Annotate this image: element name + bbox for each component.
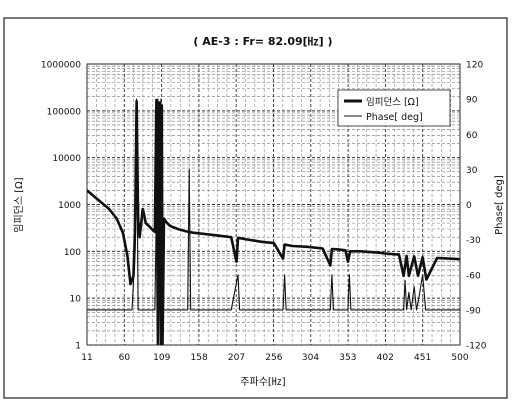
series-layer: [87, 98, 460, 345]
x-tick-label: 256: [265, 353, 282, 363]
x-tick-labels: 11 60 109 158 207 256 304 353 402 451 500: [81, 353, 469, 363]
y-left-tick-label: 100000: [47, 107, 82, 117]
y-left-tick-labels: 1 10 100 1000 10000 100000 1000000: [41, 61, 81, 352]
y-right-axis-label: Phase[ deg]: [494, 175, 505, 235]
x-tick-label: 158: [191, 353, 208, 363]
x-tick-label: 451: [414, 353, 431, 363]
y-right-tick-label: 0: [466, 201, 472, 211]
y-right-tick-label: -60: [466, 271, 481, 281]
legend: 임피던스 [Ω] Phase[ deg]: [337, 89, 451, 127]
x-axis-label: 주파수[㎐]: [240, 376, 286, 388]
y-right-tick-label: 90: [466, 96, 478, 106]
y-left-tick-label: 1000000: [41, 61, 81, 71]
legend-label-impedance: 임피던스 [Ω]: [366, 96, 419, 108]
y-left-tick-label: 10: [70, 295, 82, 305]
legend-label-phase: Phase[ deg]: [366, 112, 423, 123]
y-left-axis-label: 임피던스 [Ω]: [12, 177, 25, 233]
y-left-tick-label: 1: [75, 342, 81, 352]
x-tick-label: 500: [451, 353, 468, 363]
y-left-tick-label: 1000: [58, 201, 81, 211]
y-right-tick-label: 30: [466, 166, 478, 176]
y-right-tick-label: -90: [466, 306, 481, 316]
y-left-tick-label: 10000: [52, 154, 81, 164]
x-tick-label: 353: [339, 353, 356, 363]
legend-box: [337, 89, 451, 127]
y-right-tick-label: -120: [466, 342, 487, 352]
chart-title: ( AE-3 : Fr= 82.09[㎐] ): [193, 35, 332, 48]
y-right-tick-label: -30: [466, 236, 481, 246]
y-right-tick-labels: -120 -90 -60 -30 0 30 60 90 120: [466, 61, 487, 352]
phase-series-line: [87, 98, 460, 311]
x-tick-label: 402: [377, 353, 394, 363]
x-tick-label: 207: [228, 353, 245, 363]
x-tick-label: 60: [119, 353, 131, 363]
y-right-tick-label: 60: [466, 131, 478, 141]
x-tick-label: 11: [81, 353, 92, 363]
y-left-tick-label: 100: [64, 248, 81, 258]
y-right-tick-label: 120: [466, 61, 483, 71]
x-tick-label: 109: [153, 353, 170, 363]
x-tick-label: 304: [302, 353, 319, 363]
